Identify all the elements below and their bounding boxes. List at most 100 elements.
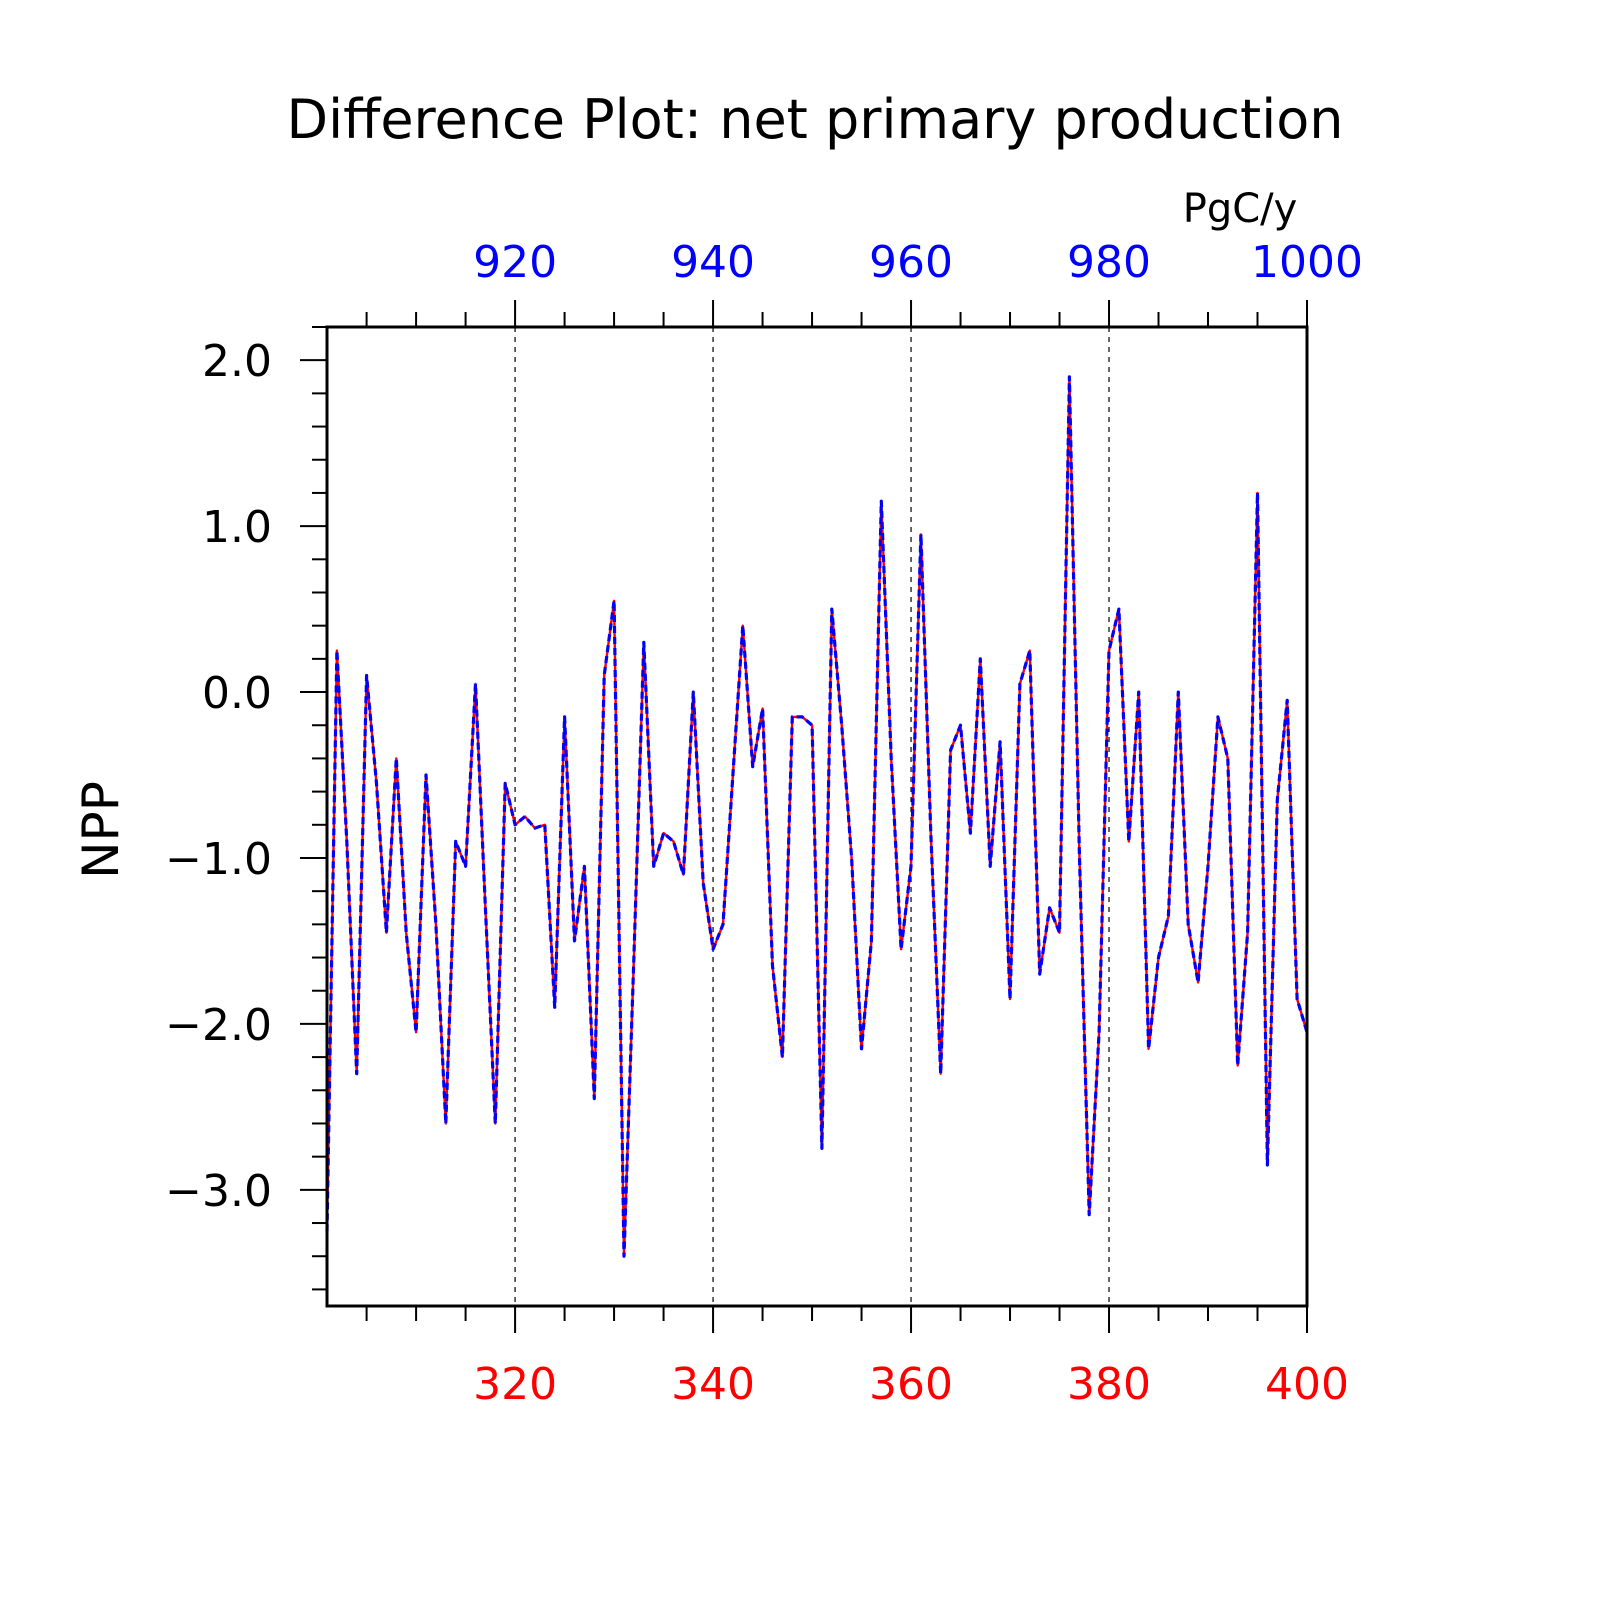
data-point-1-337 [683,874,685,876]
data-point-1-356 [871,940,873,942]
data-point-1-303 [346,841,348,843]
data-point-1-398 [1286,700,1288,702]
data-point-1-387 [1178,691,1180,693]
data-point-1-323 [544,824,546,826]
data-point-1-309 [405,932,407,934]
data-point-1-354 [851,857,853,859]
data-point-1-355 [861,1048,863,1050]
data-point-1-348 [791,716,793,718]
y-tick-label-2: −1.0 [165,834,272,885]
data-point-1-377 [1079,849,1081,851]
data-point-1-304 [356,1073,358,1075]
top-tick-label-940: 940 [671,237,755,288]
data-point-1-383 [1138,691,1140,693]
data-point-1-305 [366,675,368,677]
data-series [325,375,1309,1258]
data-point-1-376 [1069,376,1071,378]
data-point-1-338 [692,691,694,693]
chart-title: Difference Plot: net primary production [287,88,1344,151]
top-tick-label-1000: 1000 [1251,237,1363,288]
data-point-1-353 [841,724,843,726]
data-point-1-375 [1059,932,1061,934]
data-point-1-321 [524,816,526,818]
top-tick-label-960: 960 [869,237,953,288]
y-tick-label-1: −2.0 [165,1000,272,1051]
data-point-1-358 [890,758,892,760]
data-point-1-334 [653,865,655,867]
data-point-1-366 [970,832,972,834]
data-point-1-329 [603,675,605,677]
data-point-1-390 [1207,865,1209,867]
bottom-tick-label-320: 320 [473,1359,557,1410]
y-tick-label-0: −3.0 [165,1166,272,1217]
plot-frame [325,325,1309,1308]
data-point-1-365 [960,724,962,726]
data-point-1-325 [564,716,566,718]
y-axis-label: NPP [72,781,130,879]
data-point-1-381 [1118,608,1120,610]
data-point-1-331 [623,1255,625,1257]
data-point-1-341 [722,924,724,926]
data-point-1-311 [425,774,427,776]
data-point-1-345 [762,708,764,710]
data-point-1-397 [1277,799,1279,801]
bottom-tick-label-340: 340 [671,1359,755,1410]
data-point-1-378 [1088,1214,1090,1216]
data-point-1-339 [702,882,704,884]
data-point-1-330 [613,600,615,602]
bottom-tick-label-360: 360 [869,1359,953,1410]
data-point-1-393 [1237,1065,1239,1067]
data-point-1-319 [504,783,506,785]
top-tick-label-920: 920 [473,237,557,288]
data-point-1-328 [593,1098,595,1100]
data-point-1-335 [663,832,665,834]
data-point-1-336 [673,841,675,843]
data-point-1-351 [821,1148,823,1150]
vertical-gridlines [514,327,1110,1306]
data-point-1-389 [1197,982,1199,984]
data-point-1-379 [1098,1031,1100,1033]
bottom-tick-label-400: 400 [1265,1359,1349,1410]
y-tick-label-3: 0.0 [202,668,272,719]
data-point-1-340 [712,948,714,950]
data-point-1-368 [989,865,991,867]
data-point-1-306 [376,783,378,785]
data-point-1-342 [732,774,734,776]
bottom-tick-label-380: 380 [1067,1359,1151,1410]
data-point-1-396 [1267,1164,1269,1166]
data-point-1-310 [415,1031,417,1033]
y-tick-label-4: 1.0 [202,502,272,553]
data-point-1-367 [980,658,982,660]
data-point-1-394 [1247,932,1249,934]
data-point-1-343 [742,625,744,627]
data-point-1-332 [633,957,635,959]
data-point-1-399 [1296,998,1298,1000]
data-point-1-382 [1128,841,1130,843]
data-point-1-352 [831,608,833,610]
data-point-1-312 [435,924,437,926]
data-point-1-391 [1217,716,1219,718]
data-point-1-326 [574,940,576,942]
data-point-1-318 [494,1123,496,1125]
data-point-1-346 [772,965,774,967]
data-point-1-370 [1009,998,1011,1000]
data-point-1-380 [1108,650,1110,652]
data-point-1-362 [930,832,932,834]
data-point-1-385 [1158,957,1160,959]
data-point-1-388 [1187,924,1189,926]
units-label: PgC/y [1183,186,1298,232]
data-point-1-333 [643,641,645,643]
data-point-1-302 [336,650,338,652]
data-point-1-374 [1049,907,1051,909]
data-point-1-347 [782,1056,784,1058]
data-point-1-369 [999,741,1001,743]
data-point-1-357 [881,500,883,502]
data-point-1-322 [534,827,536,829]
axis-ticks: 320 340 360 380 400 920 940 960 980 1000 −3.0 −2.0 −… [165,237,1363,1410]
data-point-1-371 [1019,683,1021,685]
data-point-1-344 [752,766,754,768]
top-tick-label-980: 980 [1067,237,1151,288]
data-point-1-320 [514,824,516,826]
data-point-1-361 [920,534,922,536]
